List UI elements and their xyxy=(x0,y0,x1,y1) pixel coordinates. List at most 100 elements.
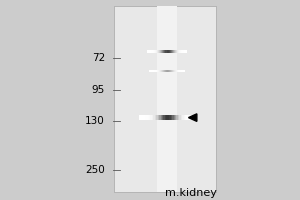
Bar xyxy=(172,115,173,120)
Bar xyxy=(149,115,151,120)
Bar xyxy=(175,70,176,72)
Bar xyxy=(148,50,149,53)
Bar xyxy=(180,70,181,72)
Bar xyxy=(166,70,167,72)
Bar xyxy=(151,50,152,53)
Bar xyxy=(185,115,187,120)
Polygon shape xyxy=(188,114,197,121)
Bar xyxy=(168,115,169,120)
Bar xyxy=(166,50,167,53)
Bar xyxy=(176,50,177,53)
Bar xyxy=(170,70,171,72)
Bar xyxy=(164,115,165,120)
Bar xyxy=(177,50,178,53)
Bar xyxy=(177,70,178,72)
Bar xyxy=(158,50,159,53)
Bar xyxy=(151,115,152,120)
Bar xyxy=(165,70,166,72)
Bar xyxy=(161,50,162,53)
Bar xyxy=(189,115,191,120)
Bar xyxy=(178,50,179,53)
Bar xyxy=(162,70,163,72)
Bar xyxy=(169,115,171,120)
Bar xyxy=(169,50,170,53)
Bar xyxy=(167,70,168,72)
Bar xyxy=(179,50,180,53)
Bar xyxy=(173,70,174,72)
Bar xyxy=(147,50,148,53)
Bar xyxy=(171,70,172,72)
Bar xyxy=(157,50,158,53)
Bar xyxy=(153,70,154,72)
Text: 95: 95 xyxy=(92,85,105,95)
Bar xyxy=(155,115,156,120)
Bar xyxy=(139,115,140,120)
Bar xyxy=(160,50,161,53)
Bar xyxy=(152,115,153,120)
Bar xyxy=(158,70,159,72)
Bar xyxy=(156,70,157,72)
Bar xyxy=(171,50,172,53)
Bar xyxy=(188,115,189,120)
Bar xyxy=(171,115,172,120)
Bar xyxy=(169,70,170,72)
Bar xyxy=(180,50,181,53)
Bar xyxy=(160,115,162,120)
Bar xyxy=(156,115,158,120)
Bar xyxy=(191,115,192,120)
Bar xyxy=(157,70,158,72)
Bar xyxy=(159,70,160,72)
Bar xyxy=(143,115,145,120)
Bar xyxy=(192,115,194,120)
Bar xyxy=(164,70,165,72)
Bar xyxy=(156,50,157,53)
Bar xyxy=(150,70,151,72)
Bar xyxy=(157,6,177,192)
Bar xyxy=(154,50,155,53)
Bar xyxy=(164,50,166,53)
Bar xyxy=(181,50,182,53)
Bar xyxy=(172,70,173,72)
Bar xyxy=(149,50,150,53)
Bar xyxy=(176,70,177,72)
Bar xyxy=(148,115,149,120)
Bar xyxy=(145,115,146,120)
Bar xyxy=(154,70,155,72)
Bar xyxy=(175,50,176,53)
Bar xyxy=(150,50,151,53)
Text: 72: 72 xyxy=(92,53,105,63)
Bar xyxy=(155,50,156,53)
Bar xyxy=(183,50,184,53)
Bar xyxy=(179,70,180,72)
Bar xyxy=(152,50,153,53)
Bar xyxy=(175,115,176,120)
Bar xyxy=(140,115,142,120)
Bar xyxy=(167,50,168,53)
Bar xyxy=(163,70,164,72)
Text: 130: 130 xyxy=(85,116,105,126)
Bar xyxy=(194,115,195,120)
Bar xyxy=(173,50,174,53)
Bar xyxy=(159,115,160,120)
Bar xyxy=(178,70,179,72)
Bar xyxy=(168,70,169,72)
Bar xyxy=(165,115,166,120)
Bar xyxy=(160,70,161,72)
Bar xyxy=(182,115,184,120)
Bar xyxy=(146,115,148,120)
Bar xyxy=(174,50,175,53)
Bar xyxy=(176,115,178,120)
Bar xyxy=(178,115,179,120)
Bar xyxy=(185,50,186,53)
Bar xyxy=(184,70,185,72)
Bar xyxy=(153,50,154,53)
Bar xyxy=(162,115,164,120)
Bar xyxy=(149,70,150,72)
Bar xyxy=(182,50,183,53)
Bar xyxy=(114,6,216,192)
Bar xyxy=(181,115,182,120)
Bar xyxy=(168,50,169,53)
Bar xyxy=(158,115,159,120)
Bar xyxy=(174,70,175,72)
Bar xyxy=(159,50,160,53)
